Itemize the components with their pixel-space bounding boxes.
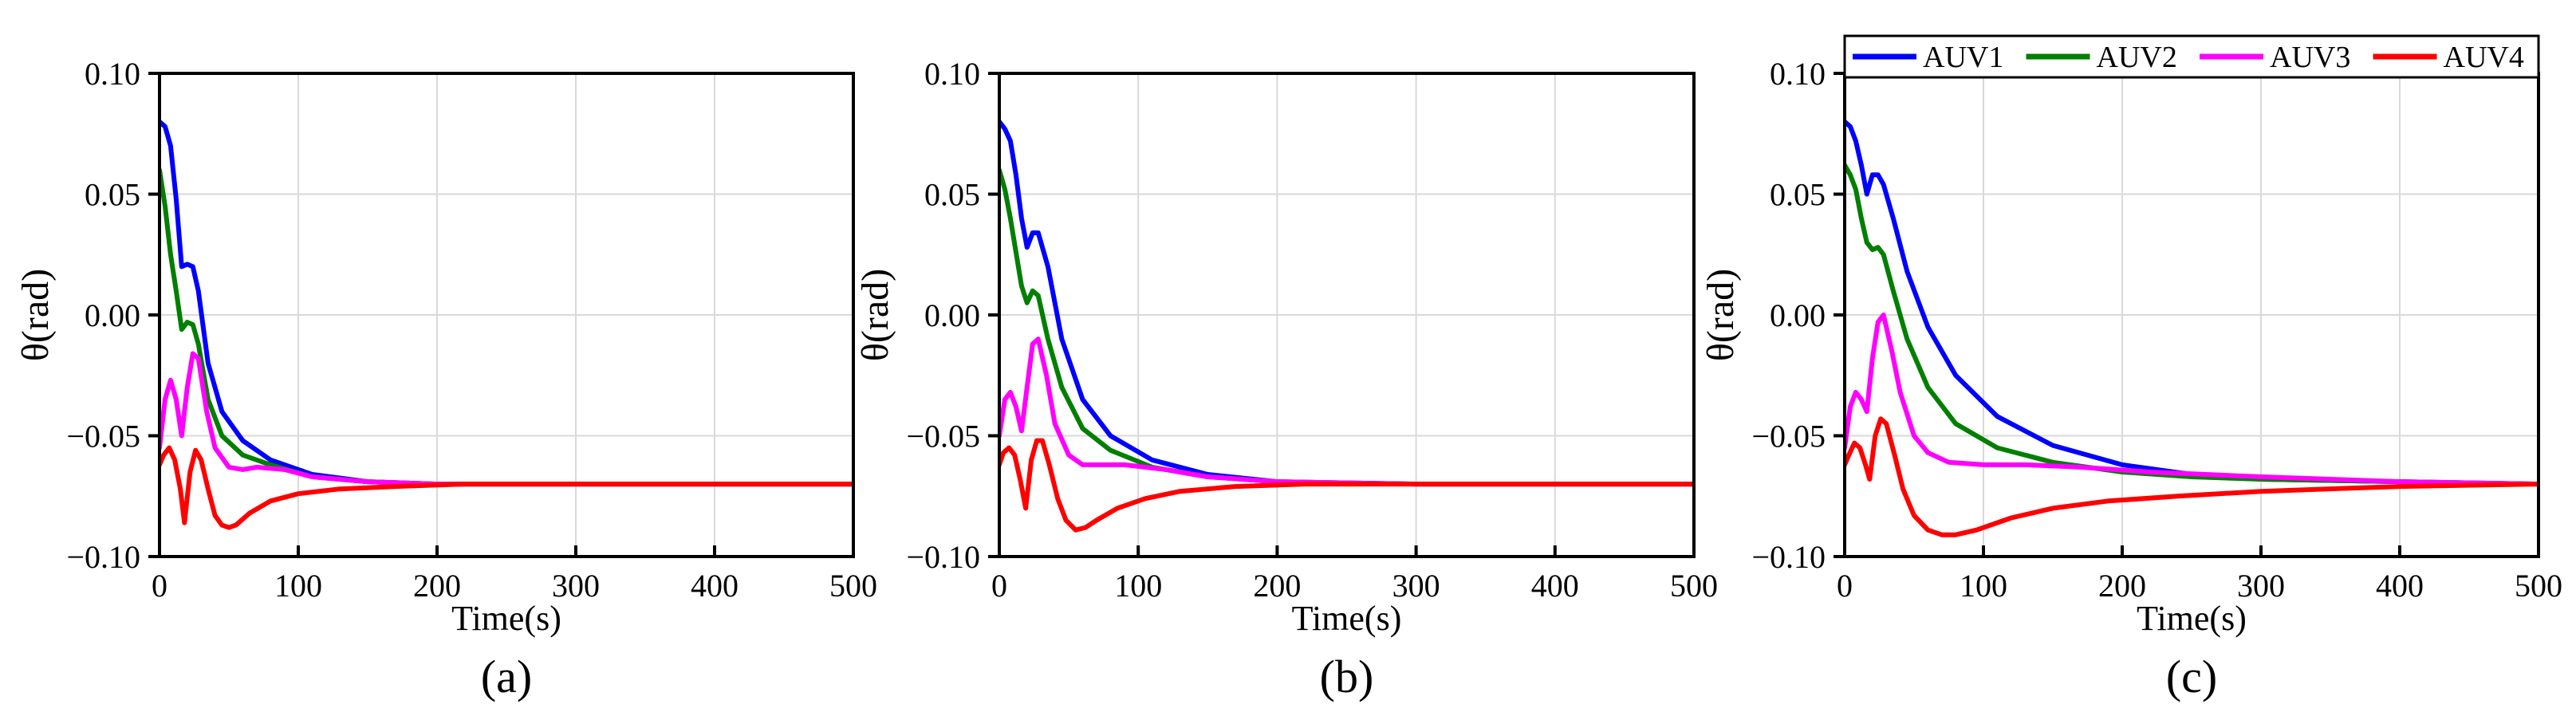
legend-label-auv1: AUV1 xyxy=(1923,41,2003,74)
x-tick-label: 0 xyxy=(991,568,1007,604)
series-line-auv3 xyxy=(999,336,1694,487)
y-tick-label: 0.00 xyxy=(85,297,140,333)
x-tick-label: 0 xyxy=(152,568,167,604)
panels: 0 100 200 300 400 500 0.10 0.05 0.00 −0.05 −0.10 Ti… xyxy=(14,56,2562,702)
legend-item-auv2: AUV2 xyxy=(2026,41,2177,74)
grid xyxy=(160,73,853,557)
y-tick-label: 0.00 xyxy=(1770,297,1826,333)
y-tick-label: 0.00 xyxy=(924,297,980,333)
series-group xyxy=(1845,119,2539,537)
x-tick-label: 500 xyxy=(1670,568,1718,604)
series-line-auv4 xyxy=(999,438,1694,533)
y-tick-label: 0.10 xyxy=(85,56,140,92)
y-axis-label: θ(rad) xyxy=(854,269,896,361)
x-tick-label: 200 xyxy=(413,568,461,604)
series-line-auv4 xyxy=(160,445,853,530)
y-tick-label: −0.05 xyxy=(1751,419,1826,454)
series-line-auv2 xyxy=(1845,163,2539,487)
chart-panel-b: 0 100 200 300 400 500 0.10 0.05 0.00 −0.05 −0.10 Ti… xyxy=(854,56,1718,702)
series-line-auv3 xyxy=(160,351,853,487)
chart-panel-a: 0 100 200 300 400 500 0.10 0.05 0.00 −0.05 −0.10 Ti… xyxy=(14,56,877,702)
series-group xyxy=(160,119,853,530)
x-tick-label: 0 xyxy=(1837,568,1853,604)
series-line-auv3 xyxy=(1845,313,2539,487)
x-tick-label: 200 xyxy=(1253,568,1301,604)
x-tick-label: 300 xyxy=(1392,568,1440,604)
x-tick-label: 400 xyxy=(1531,568,1579,604)
x-tick-label: 100 xyxy=(1114,568,1162,604)
x-tick-label: 100 xyxy=(274,568,322,604)
legend-label-auv2: AUV2 xyxy=(2097,41,2177,74)
x-axis-label: Time(s) xyxy=(2137,599,2247,638)
legend-label-auv3: AUV3 xyxy=(2270,41,2350,74)
legend-item-auv3: AUV3 xyxy=(2200,41,2350,74)
y-tick-label: 0.05 xyxy=(85,177,140,213)
panel-label: (c) xyxy=(2166,651,2217,702)
series-line-auv4 xyxy=(1845,416,2539,537)
panel-label: (a) xyxy=(481,651,532,702)
y-tick-label: −0.10 xyxy=(1751,539,1826,575)
series-group xyxy=(999,119,1694,533)
panel-label: (b) xyxy=(1320,651,1374,702)
y-tick-label: 0.10 xyxy=(924,56,980,92)
x-tick-label: 300 xyxy=(2237,568,2285,604)
y-tick-label: −0.05 xyxy=(906,419,980,454)
chart-panel-c: 0 100 200 300 400 500 0.10 0.05 0.00 −0.05 −0.10 Ti… xyxy=(1700,56,2562,702)
x-tick-label: 100 xyxy=(1960,568,2007,604)
y-tick-label: 0.05 xyxy=(924,177,980,213)
x-axis-label: Time(s) xyxy=(451,599,561,638)
y-axis-label: θ(rad) xyxy=(14,269,57,361)
legend-label-auv4: AUV4 xyxy=(2444,41,2524,74)
x-tick-label: 300 xyxy=(552,568,600,604)
y-axis-label: θ(rad) xyxy=(1700,269,1742,361)
y-tick-label: −0.10 xyxy=(906,539,980,575)
y-tick-label: −0.10 xyxy=(66,539,140,575)
x-tick-label: 400 xyxy=(691,568,739,604)
legend: AUV1 AUV2 AUV3 AUV4 xyxy=(1843,34,2540,79)
y-tick-label: −0.05 xyxy=(66,419,140,454)
legend-item-auv4: AUV4 xyxy=(2373,41,2524,74)
x-tick-label: 200 xyxy=(2098,568,2146,604)
y-tick-label: 0.05 xyxy=(1770,177,1826,213)
x-axis-label: Time(s) xyxy=(1292,599,1402,638)
x-tick-label: 500 xyxy=(2515,568,2562,604)
legend-item-auv1: AUV1 xyxy=(1853,41,2003,74)
x-tick-label: 500 xyxy=(829,568,877,604)
y-tick-label: 0.10 xyxy=(1770,56,1826,92)
x-tick-label: 400 xyxy=(2376,568,2424,604)
